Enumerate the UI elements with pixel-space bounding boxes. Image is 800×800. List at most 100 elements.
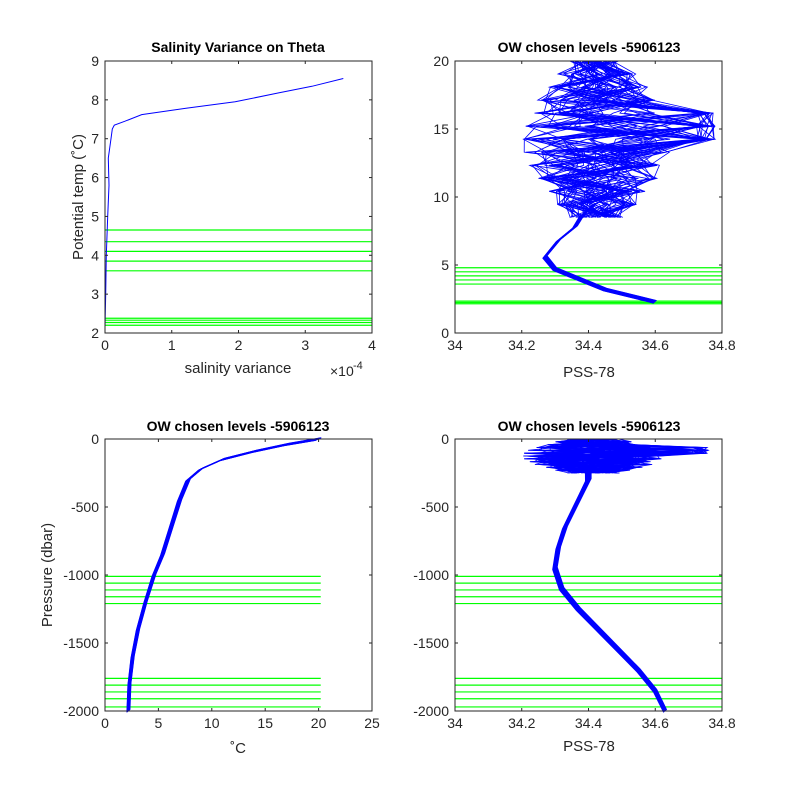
axes-frame (104, 438, 373, 712)
y-tick-label: -1000 (413, 567, 449, 583)
y-tick-label: -1500 (63, 635, 99, 651)
y-ticks: 2 3 4 5 6 7 8 9 (91, 53, 372, 341)
profile-line (127, 439, 318, 712)
profile-line (128, 438, 320, 711)
x-tick-label: 15 (257, 715, 273, 731)
x-ticks: 34 34.2 34.4 34.6 34.8 (447, 61, 736, 353)
profile-line (128, 438, 320, 711)
axes-frame (104, 60, 373, 334)
plot-area (104, 78, 372, 328)
x-tick-label: 34.6 (642, 337, 669, 353)
profile-line (538, 60, 671, 218)
panel-title: OW chosen levels -5906123 (147, 418, 330, 434)
profile-line (127, 438, 318, 712)
profile-line (567, 60, 662, 218)
x-axis-label: PSS-78 (563, 738, 615, 755)
y-tick-label: -500 (71, 499, 99, 515)
y-ticks: 0 5 10 15 20 (433, 53, 722, 341)
profile-line (555, 465, 667, 711)
x-tick-label: 10 (204, 715, 220, 731)
x-tick-label: 20 (311, 715, 327, 731)
y-tick-label: 5 (441, 257, 449, 273)
profile-line (543, 438, 706, 474)
profile-line (554, 466, 666, 712)
y-tick-label: 5 (91, 208, 99, 224)
x-tick-label: 34.2 (508, 715, 535, 731)
panel-title: OW chosen levels -5906123 (498, 418, 681, 434)
x-tick-label: 34.6 (642, 715, 669, 731)
panel-title: Salinity Variance on Theta (151, 39, 325, 55)
y-tick-label: 6 (91, 170, 99, 186)
profile-line (128, 438, 319, 712)
x-exponent-base: ×10 (330, 363, 354, 379)
y-tick-label: -1500 (413, 635, 449, 651)
profile-line (560, 60, 717, 218)
y-axis-label: Pressure (dbar) (39, 523, 56, 627)
panel-psal-theta: OW chosen levels -5906123 34 34.2 34.4 34.6… (433, 39, 735, 381)
plot-area (455, 438, 722, 713)
profile-line (553, 466, 666, 712)
y-tick-label: -2000 (413, 703, 449, 719)
y-tick-label: -1000 (63, 567, 99, 583)
x-tick-label: 34.4 (575, 715, 602, 731)
x-tick-label: 34.2 (508, 337, 535, 353)
profile-line (539, 60, 707, 218)
y-tick-label: 4 (91, 247, 99, 263)
profile-line (549, 60, 652, 218)
y-tick-label: 9 (91, 53, 99, 69)
profile-line (536, 60, 709, 218)
y-tick-label: -2000 (63, 703, 99, 719)
x-axis-label: salinity variance (185, 360, 292, 377)
profile-line (128, 437, 320, 711)
profile-line (534, 438, 691, 474)
x-axis-label: PSS-78 (563, 364, 615, 381)
x-ticks: 0 5 10 15 20 25 (101, 439, 380, 731)
x-tick-label: 4 (368, 337, 376, 353)
x-ticks: 34 34.2 34.4 34.6 34.8 (447, 439, 736, 731)
x-tick-label: 0 (101, 715, 109, 731)
profile-line (553, 466, 666, 712)
panel-salinity-variance: Salinity Variance on Theta 0 1 2 3 4 2 3 4 5 6 7 8… (70, 39, 376, 379)
y-tick-label: 20 (433, 53, 449, 69)
y-tick-label: 0 (91, 431, 99, 447)
y-tick-label: 3 (91, 286, 99, 302)
x-tick-label: 0 (101, 337, 109, 353)
profile-line (554, 60, 700, 218)
y-tick-label: -500 (421, 499, 449, 515)
panel-psal-pressure: OW chosen levels -5906123 34 34.2 34.4 34.6… (413, 418, 736, 755)
y-ticks: -2000 -1500 -1000 -500 0 (413, 431, 722, 719)
x-tick-label: 34.4 (575, 337, 602, 353)
profile-line (523, 60, 699, 218)
y-tick-label: 2 (91, 325, 99, 341)
y-tick-label: 7 (91, 131, 99, 147)
x-tick-label: 34.8 (708, 337, 735, 353)
x-tick-label: 34 (447, 715, 463, 731)
x-tick-label: 34.8 (708, 715, 735, 731)
profile-line (554, 466, 666, 712)
y-tick-label: 10 (433, 189, 449, 205)
plot-area (105, 437, 322, 713)
profile-line (556, 465, 667, 711)
panel-title: OW chosen levels -5906123 (498, 39, 681, 55)
plot-area (455, 60, 722, 305)
x-tick-label: 34 (447, 337, 463, 353)
y-axis-label: Potential temp (˚C) (70, 134, 87, 260)
profile-line (129, 437, 321, 711)
profile-line (128, 437, 321, 711)
profile-line (559, 60, 705, 218)
y-tick-label: 0 (441, 325, 449, 341)
profile-line (567, 60, 640, 218)
profile-line (554, 466, 666, 712)
profile-line (129, 437, 322, 710)
y-tick-label: 8 (91, 92, 99, 108)
y-tick-label: 15 (433, 121, 449, 137)
y-ticks: -2000 -1500 -1000 -500 0 (63, 431, 372, 719)
x-tick-label: 2 (235, 337, 243, 353)
x-ticks: 0 1 2 3 4 (101, 61, 376, 353)
profile-line (546, 202, 657, 302)
profile-line (545, 60, 633, 218)
y-tick-label: 0 (441, 431, 449, 447)
x-tick-label: 5 (155, 715, 163, 731)
profile-line (555, 465, 667, 711)
